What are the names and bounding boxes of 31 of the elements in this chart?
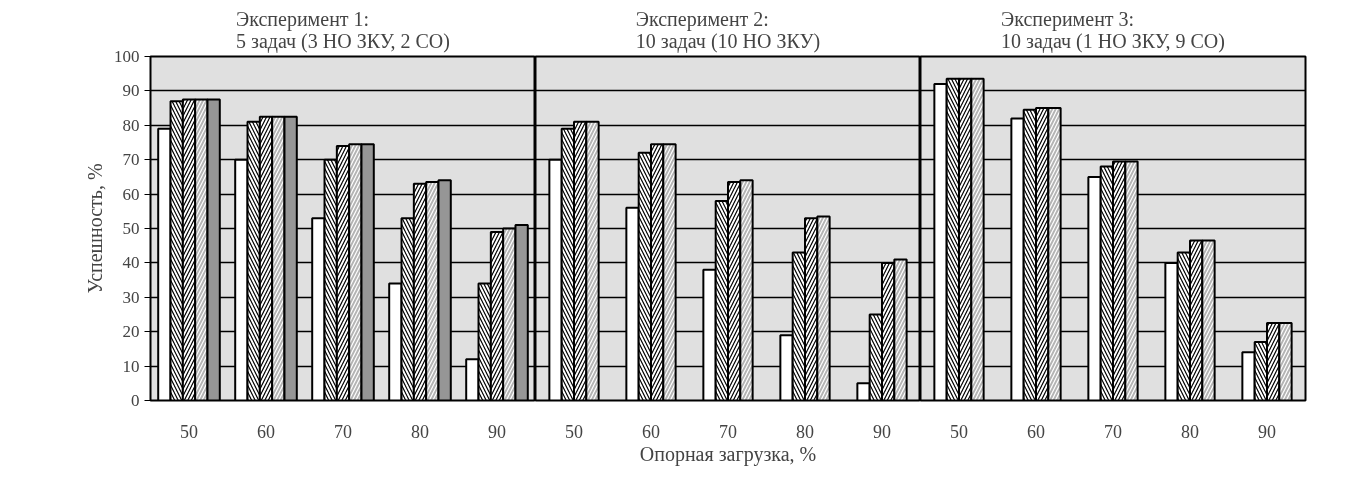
x-tick-label: 90 [1258,421,1276,442]
x-tick-label: 60 [257,421,275,442]
x-tick-label: 80 [1181,421,1199,442]
x-tick-label: 90 [488,421,506,442]
x-tick-label: 90 [873,421,891,442]
y-tick-label: 30 [122,287,140,307]
y-axis-title: Успешность, % [84,163,106,294]
x-tick-label: 50 [180,421,198,442]
x-tick-label: 80 [411,421,429,442]
x-tick-label: 60 [1027,421,1045,442]
x-tick-label: 50 [950,421,968,442]
x-tick-label: 70 [719,421,737,442]
y-tick-label: 50 [122,219,140,238]
y-tick-label: 20 [122,322,140,342]
y-tick-label: 100 [114,47,140,66]
y-tick-label: 0 [131,391,140,410]
y-tick-label: 60 [122,184,140,204]
chart-title: Эксперимент 1: 5 задач (3 НО ЗКУ, 2 СО) [236,7,450,53]
x-tick-label: 60 [642,421,660,442]
chart-title: Эксперимент 2: 10 задач (10 НО ЗКУ) [635,7,821,53]
y-tick-label: 10 [122,356,140,376]
chart-title: Эксперимент 3: 10 задач (1 НО ЗКУ, 9 СО) [1001,7,1225,53]
y-tick-label: 90 [122,81,140,101]
y-tick-label: 40 [122,253,140,273]
x-tick-label: 70 [334,421,352,442]
y-tick-label: 70 [122,150,140,170]
x-tick-label: 50 [565,421,583,442]
x-axis-title: Опорная загрузка, % [639,442,817,466]
y-tick-label: 80 [122,115,140,135]
x-tick-label: 70 [1104,421,1122,442]
x-tick-label: 80 [796,421,814,442]
